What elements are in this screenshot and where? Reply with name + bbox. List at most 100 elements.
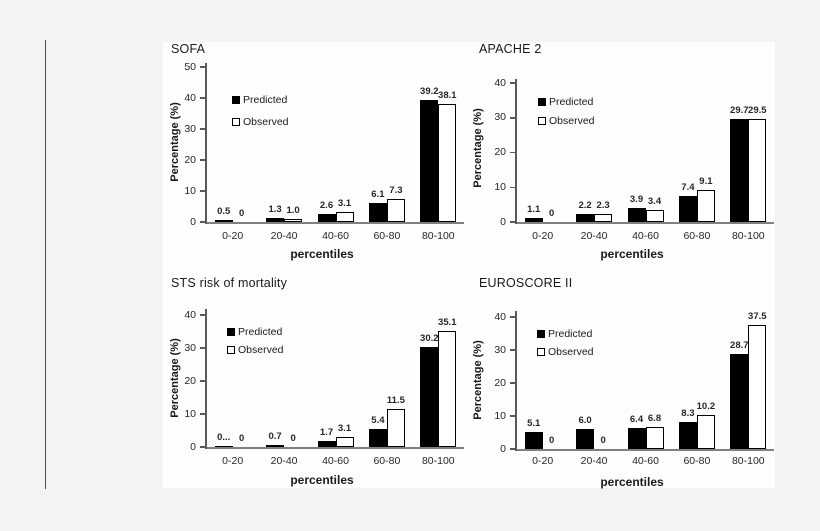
legend-predicted-swatch: [537, 330, 545, 338]
bar-observed-value-label: 0: [290, 433, 296, 444]
chart-apache-2-x-axis-label: percentiles: [600, 247, 664, 261]
chart-apache-2-y-tick-mark: [510, 186, 516, 188]
bar-predicted-value-label: 2.2: [578, 200, 592, 212]
bar-observed: [335, 436, 354, 447]
chart-sts-risk-of-mortality-y-tick-mark: [200, 347, 206, 349]
chart-sofa-title: SOFA: [171, 42, 206, 56]
chart-sofa-x-tick-label: 60-80: [373, 230, 401, 242]
legend-predicted-label: Predicted: [243, 94, 288, 106]
bar-observed-value-label: 0: [549, 435, 555, 446]
bar-predicted: [730, 118, 749, 222]
chart-euroscore-ii-y-tick-label: 0: [500, 442, 506, 455]
bar-observed: [335, 212, 354, 222]
chart-sofa-x-axis-line: [207, 222, 464, 224]
chart-apache-2-y-tick-label: 30: [494, 111, 506, 124]
chart-sts-risk-of-mortality-y-tick-mark: [200, 314, 206, 316]
bar-observed-value-label: 0: [239, 433, 245, 444]
chart-apache-2-y-tick-label: 20: [494, 146, 506, 158]
bar-observed-value-label: 35.1: [438, 317, 457, 329]
legend-observed-swatch: [538, 117, 546, 125]
bar-predicted: [420, 347, 439, 447]
bar-predicted-value-label: 5.1: [527, 418, 541, 430]
bar-predicted: [730, 354, 749, 449]
bar-predicted-value-label: 2.6: [319, 199, 334, 211]
bar-observed-value-label: 11.5: [386, 395, 405, 407]
bar-predicted-value-label: 1.1: [527, 204, 541, 216]
chart-sts-risk-of-mortality-x-tick-label: 80-100: [421, 455, 455, 467]
chart-sofa-y-tick-label: 40: [184, 91, 196, 104]
bar-predicted: [524, 432, 543, 449]
chart-euroscore-ii-y-tick-label: 30: [494, 343, 506, 356]
chart-apache-2-title: APACHE 2: [479, 42, 542, 56]
bar-predicted-value-label: 0.5: [217, 206, 231, 218]
chart-sts-risk-of-mortality-y-tick-label: 0: [190, 440, 196, 453]
bar-predicted: [420, 100, 439, 222]
chart-apache-2-x-axis-line: [517, 222, 774, 224]
bar-observed: [594, 214, 613, 222]
chart-sofa-x-tick-label: 0-20: [222, 230, 244, 242]
chart-sofa-y-axis-line: [205, 63, 207, 224]
chart-sofa-y-axis-label: Percentage (%): [169, 102, 181, 182]
bar-observed-value-label: 7.3: [389, 185, 403, 197]
bar-predicted-value-label: 1.7: [319, 427, 334, 439]
bar-predicted-value-label: 6.1: [371, 189, 385, 201]
chart-apache-2-y-tick-label: 10: [494, 180, 506, 193]
chart-sofa-x-tick-label: 40-60: [322, 230, 349, 242]
bar-observed: [645, 210, 664, 222]
chart-sofa-y-tick-mark: [200, 128, 206, 130]
chart-sts-risk-of-mortality-y-tick-label: 40: [184, 308, 196, 321]
bar-observed: [748, 119, 767, 222]
legend-observed-label: Observed: [548, 346, 594, 358]
chart-sofa-x-axis-label: percentiles: [290, 247, 354, 261]
chart-euroscore-ii-y-axis-line: [515, 311, 517, 451]
chart-euroscore-ii-title: EUROSCORE II: [479, 276, 573, 290]
chart-apache-2-y-axis-line: [515, 79, 517, 224]
chart-euroscore-ii-y-tick-mark: [510, 415, 516, 417]
chart-sts-risk-of-mortality-x-tick-label: 0-20: [222, 455, 244, 467]
bar-predicted: [368, 429, 387, 447]
chart-sts-risk-of-mortality-y-tick-label: 20: [184, 374, 196, 387]
legend-predicted-swatch: [538, 98, 546, 106]
bar-observed: [696, 415, 715, 449]
legend-predicted-label: Predicted: [549, 96, 594, 108]
bar-observed-value-label: 3.1: [337, 198, 352, 210]
legend-observed-label: Observed: [243, 116, 289, 128]
chart-sts-risk-of-mortality-y-tick-mark: [200, 446, 206, 448]
chart-sts-risk-of-mortality-y-tick-mark: [200, 380, 206, 382]
chart-sofa-y-tick-mark: [200, 97, 206, 99]
chart-sofa-y-tick-mark: [200, 159, 206, 161]
bar-observed: [438, 103, 457, 222]
bar-predicted: [368, 203, 387, 222]
chart-apache-2-x-tick-label: 80-100: [731, 230, 765, 242]
bar-predicted-value-label: 30.2: [420, 333, 439, 345]
bar-predicted: [627, 208, 646, 222]
legend-predicted-label: Predicted: [548, 328, 593, 340]
chart-sofa-y-tick-mark: [200, 221, 206, 223]
bar-observed-value-label: 0: [600, 435, 606, 446]
bar-observed-value-label: 9.1: [699, 176, 713, 188]
bar-observed-value-label: 29.5: [748, 105, 767, 117]
bar-observed-value-label: 6.8: [647, 412, 662, 424]
bar-predicted: [576, 429, 595, 449]
chart-sofa-y-tick-mark: [200, 190, 206, 192]
chart-apache-2-y-tick-mark: [510, 221, 516, 223]
chart-sofa-y-tick-label: 50: [184, 60, 196, 73]
bar-predicted: [678, 196, 697, 222]
chart-sofa-y-tick-label: 30: [184, 122, 196, 135]
chart-euroscore-ii-y-tick-label: 10: [494, 409, 506, 422]
bar-predicted-value-label: 1.3: [268, 203, 282, 215]
bar-observed: [386, 199, 405, 222]
bar-predicted-value-label: 8.3: [681, 407, 695, 419]
bar-predicted: [266, 444, 285, 447]
bar-predicted-value-label: 0...: [217, 432, 231, 443]
chart-sofa-x-tick-label: 80-100: [421, 230, 455, 242]
chart-sofa-y-tick-mark: [200, 66, 206, 68]
chart-sts-risk-of-mortality-x-tick-label: 60-80: [373, 455, 401, 467]
legend-observed-swatch: [232, 118, 240, 126]
bar-predicted: [627, 427, 646, 449]
bar-predicted-value-label: 0.7: [268, 430, 282, 442]
chart-euroscore-ii-x-tick-label: 20-40: [580, 455, 608, 467]
chart-apache-2-y-tick-mark: [510, 151, 516, 154]
chart-apache-2-y-tick-label: 40: [494, 76, 506, 89]
